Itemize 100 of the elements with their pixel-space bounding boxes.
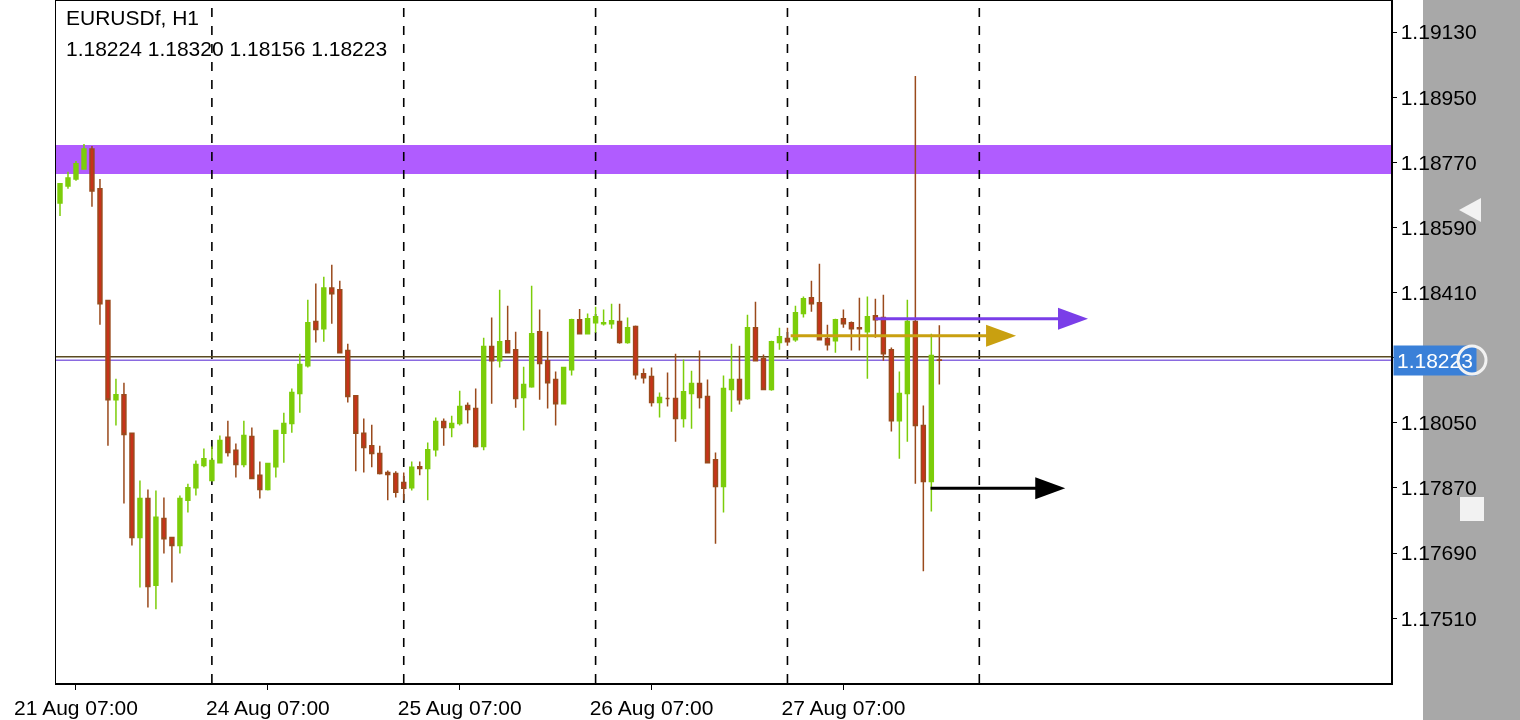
candlestick [936, 324, 943, 386]
candlestick [393, 470, 399, 499]
candlestick [209, 445, 215, 483]
candlestick [321, 275, 327, 343]
candlestick [696, 349, 703, 410]
candlestick [784, 326, 791, 347]
candlestick [840, 308, 847, 329]
candlestick [648, 366, 655, 408]
x-tick-label: 24 Aug 07:00 [205, 695, 330, 719]
candlestick [496, 288, 503, 369]
candlestick [385, 469, 391, 502]
candlestick [592, 305, 599, 334]
candlestick [912, 75, 919, 485]
candlestick [145, 488, 151, 609]
candlestick [632, 324, 639, 381]
y-tick-label: 1.17870 [1400, 476, 1477, 500]
candlestick [568, 317, 575, 377]
candlestick [305, 299, 311, 369]
candlestick [441, 417, 447, 447]
candlestick [433, 416, 439, 458]
candlestick [169, 536, 175, 584]
candlestick [185, 482, 191, 514]
candlestick [544, 330, 551, 410]
candlestick [576, 308, 583, 335]
y-tick-label: 1.18410 [1400, 280, 1477, 304]
candlestick [736, 345, 743, 406]
candlestick [57, 182, 63, 217]
candlestick [89, 145, 95, 208]
y-tick-label: 1.17510 [1400, 606, 1477, 630]
candlestick [265, 462, 271, 492]
candlestick [153, 489, 159, 610]
candlestick [800, 295, 807, 319]
candlestick [456, 389, 463, 427]
candlestick [337, 279, 343, 354]
candlestick [504, 304, 511, 354]
y-tick-label: 1.18590 [1400, 215, 1477, 239]
candlestick [584, 312, 591, 336]
candlestick [201, 447, 207, 469]
candlestick [616, 303, 623, 345]
candlestick [864, 295, 871, 380]
candlestick [624, 316, 631, 345]
text: 1.18224 1.18320 1.18156 1.18223 [66, 37, 388, 60]
y-tick-label: 1.18950 [1400, 85, 1477, 109]
candlestick [377, 444, 383, 476]
candlestick [712, 451, 719, 545]
y-tick-label: 1.17690 [1400, 541, 1477, 565]
candlestick [105, 299, 111, 447]
candlestick [65, 171, 71, 190]
candlestick [464, 401, 471, 425]
candlestick [113, 377, 119, 427]
candlestick [720, 374, 727, 514]
candlestick [225, 419, 231, 458]
candlestick [760, 353, 767, 391]
candlestick [297, 353, 303, 414]
candlestick [664, 371, 671, 408]
x-tick-label: 21 Aug 07:00 [14, 695, 138, 719]
candlestick [233, 442, 239, 479]
candlestick [752, 300, 759, 362]
candlestick [329, 264, 335, 325]
candlestick [536, 308, 543, 401]
candlestick [361, 417, 367, 474]
candlestick [409, 460, 415, 492]
candlestick [856, 296, 863, 352]
candlestick [552, 370, 559, 427]
candlestick [401, 471, 407, 502]
candlestick [776, 326, 783, 351]
candlestick [512, 330, 519, 409]
candlestick [425, 441, 431, 502]
candlestick [672, 353, 679, 443]
candlestick [345, 342, 351, 404]
candlestick [161, 496, 167, 555]
candlestick [472, 387, 479, 449]
candlestick [281, 411, 287, 464]
candlestick [257, 460, 263, 500]
candlestick [353, 394, 359, 473]
candlestick [888, 346, 895, 433]
candlestick [808, 279, 815, 313]
candlestick [768, 339, 775, 392]
candlestick [289, 387, 295, 434]
candlestick [600, 308, 607, 327]
candlestick [193, 459, 199, 497]
candlestick [480, 337, 487, 452]
candlestick [680, 358, 687, 429]
candlestick [97, 178, 103, 326]
candlestick [249, 426, 255, 480]
y-tick-label: 1.18050 [1400, 411, 1477, 435]
candlestick [241, 419, 247, 469]
candlestick [520, 366, 527, 432]
candlestick [528, 284, 535, 389]
x-tick-label: 26 Aug 07:00 [589, 695, 714, 719]
candlestick [177, 494, 183, 555]
x-tick-label: 25 Aug 07:00 [397, 695, 522, 719]
candlestick [688, 370, 695, 430]
candlestick [744, 313, 751, 401]
candlestick [121, 381, 127, 505]
candlestick [704, 378, 711, 464]
candlestick [608, 303, 615, 330]
candlestick [896, 370, 903, 460]
candlestick [273, 429, 279, 479]
candlestick [81, 143, 87, 170]
